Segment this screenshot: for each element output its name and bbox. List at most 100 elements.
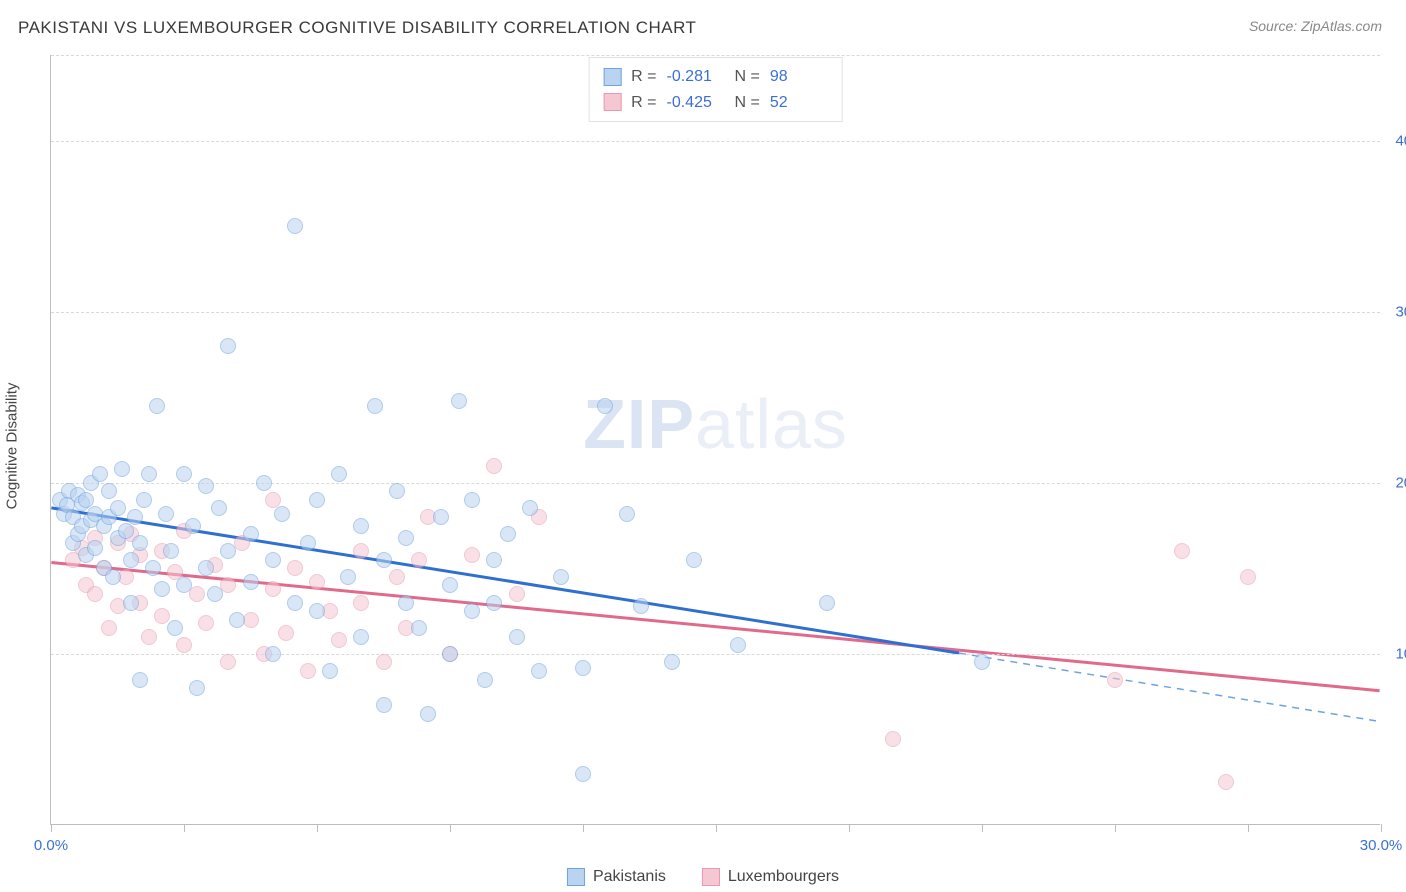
legend-label-luxembourgers: Luxembourgers — [728, 868, 839, 886]
scatter-point-luxembourgers — [189, 586, 205, 602]
scatter-point-luxembourgers — [486, 458, 502, 474]
legend-item-luxembourgers: Luxembourgers — [702, 868, 839, 886]
scatter-point-pakistanis — [730, 637, 746, 653]
scatter-point-pakistanis — [274, 506, 290, 522]
scatter-point-pakistanis — [105, 569, 121, 585]
scatter-point-pakistanis — [176, 466, 192, 482]
scatter-point-pakistanis — [149, 398, 165, 414]
source-link[interactable]: ZipAtlas.com — [1301, 18, 1382, 34]
scatter-point-pakistanis — [309, 603, 325, 619]
scatter-point-pakistanis — [597, 398, 613, 414]
scatter-point-pakistanis — [664, 654, 680, 670]
x-tick — [317, 824, 318, 832]
x-tick — [1115, 824, 1116, 832]
y-tick-label: 20.0% — [1388, 474, 1406, 491]
y-tick-label: 30.0% — [1388, 303, 1406, 320]
scatter-point-pakistanis — [158, 506, 174, 522]
scatter-point-luxembourgers — [309, 574, 325, 590]
scatter-point-pakistanis — [154, 581, 170, 597]
scatter-point-luxembourgers — [176, 637, 192, 653]
y-axis-title: Cognitive Disability — [4, 383, 21, 510]
scatter-point-pakistanis — [376, 697, 392, 713]
scatter-point-luxembourgers — [154, 608, 170, 624]
scatter-point-pakistanis — [353, 518, 369, 534]
swatch-pakistanis-icon — [567, 868, 585, 886]
scatter-point-pakistanis — [309, 492, 325, 508]
scatter-point-pakistanis — [367, 398, 383, 414]
scatter-point-pakistanis — [123, 595, 139, 611]
scatter-point-pakistanis — [486, 595, 502, 611]
scatter-point-pakistanis — [509, 629, 525, 645]
scatter-point-pakistanis — [287, 218, 303, 234]
scatter-point-pakistanis — [322, 663, 338, 679]
scatter-point-pakistanis — [340, 569, 356, 585]
scatter-point-pakistanis — [163, 543, 179, 559]
trend-line — [959, 653, 1380, 721]
scatter-point-pakistanis — [198, 478, 214, 494]
scatter-point-pakistanis — [464, 492, 480, 508]
scatter-point-pakistanis — [198, 560, 214, 576]
swatch-luxembourgers-icon — [702, 868, 720, 886]
scatter-point-pakistanis — [553, 569, 569, 585]
scatter-point-luxembourgers — [1107, 672, 1123, 688]
scatter-point-luxembourgers — [509, 586, 525, 602]
scatter-point-pakistanis — [265, 646, 281, 662]
scatter-point-pakistanis — [132, 535, 148, 551]
scatter-point-luxembourgers — [376, 654, 392, 670]
scatter-point-luxembourgers — [198, 615, 214, 631]
scatter-point-pakistanis — [420, 706, 436, 722]
scatter-point-luxembourgers — [141, 629, 157, 645]
x-tick — [716, 824, 717, 832]
scatter-point-pakistanis — [220, 543, 236, 559]
scatter-point-pakistanis — [442, 646, 458, 662]
scatter-point-pakistanis — [87, 540, 103, 556]
scatter-point-pakistanis — [531, 663, 547, 679]
scatter-point-pakistanis — [243, 574, 259, 590]
scatter-point-pakistanis — [127, 509, 143, 525]
scatter-point-pakistanis — [331, 466, 347, 482]
scatter-point-pakistanis — [411, 620, 427, 636]
scatter-point-pakistanis — [110, 500, 126, 516]
legend-label-pakistanis: Pakistanis — [593, 868, 666, 886]
x-tick — [982, 824, 983, 832]
scatter-point-pakistanis — [220, 338, 236, 354]
scatter-point-pakistanis — [686, 552, 702, 568]
scatter-point-pakistanis — [176, 577, 192, 593]
source-prefix: Source: — [1249, 18, 1301, 34]
scatter-point-pakistanis — [376, 552, 392, 568]
scatter-point-pakistanis — [287, 595, 303, 611]
scatter-point-pakistanis — [353, 629, 369, 645]
scatter-point-pakistanis — [136, 492, 152, 508]
scatter-point-pakistanis — [114, 461, 130, 477]
x-tick — [51, 824, 52, 832]
scatter-point-luxembourgers — [885, 731, 901, 747]
scatter-point-luxembourgers — [1218, 774, 1234, 790]
gridline-h — [51, 141, 1380, 142]
y-tick-label: 10.0% — [1388, 645, 1406, 662]
plot-area: ZIPatlas R = -0.281 N = 98 R = -0.425 N … — [50, 55, 1380, 825]
scatter-point-luxembourgers — [278, 625, 294, 641]
scatter-point-pakistanis — [633, 598, 649, 614]
scatter-point-pakistanis — [207, 586, 223, 602]
scatter-point-pakistanis — [398, 595, 414, 611]
scatter-point-luxembourgers — [1240, 569, 1256, 585]
scatter-point-pakistanis — [92, 466, 108, 482]
trend-lines-svg — [51, 55, 1380, 824]
scatter-point-luxembourgers — [287, 560, 303, 576]
scatter-point-pakistanis — [167, 620, 183, 636]
y-tick-label: 40.0% — [1388, 132, 1406, 149]
scatter-point-pakistanis — [265, 552, 281, 568]
scatter-point-pakistanis — [486, 552, 502, 568]
scatter-point-luxembourgers — [389, 569, 405, 585]
scatter-point-pakistanis — [389, 483, 405, 499]
gridline-h — [51, 654, 1380, 655]
scatter-point-pakistanis — [522, 500, 538, 516]
scatter-point-pakistanis — [118, 523, 134, 539]
scatter-point-luxembourgers — [300, 663, 316, 679]
source-attribution: Source: ZipAtlas.com — [1249, 18, 1382, 34]
gridline-h — [51, 483, 1380, 484]
x-tick-label: 30.0% — [1360, 837, 1403, 854]
scatter-point-pakistanis — [123, 552, 139, 568]
scatter-point-pakistanis — [185, 518, 201, 534]
scatter-point-luxembourgers — [353, 595, 369, 611]
